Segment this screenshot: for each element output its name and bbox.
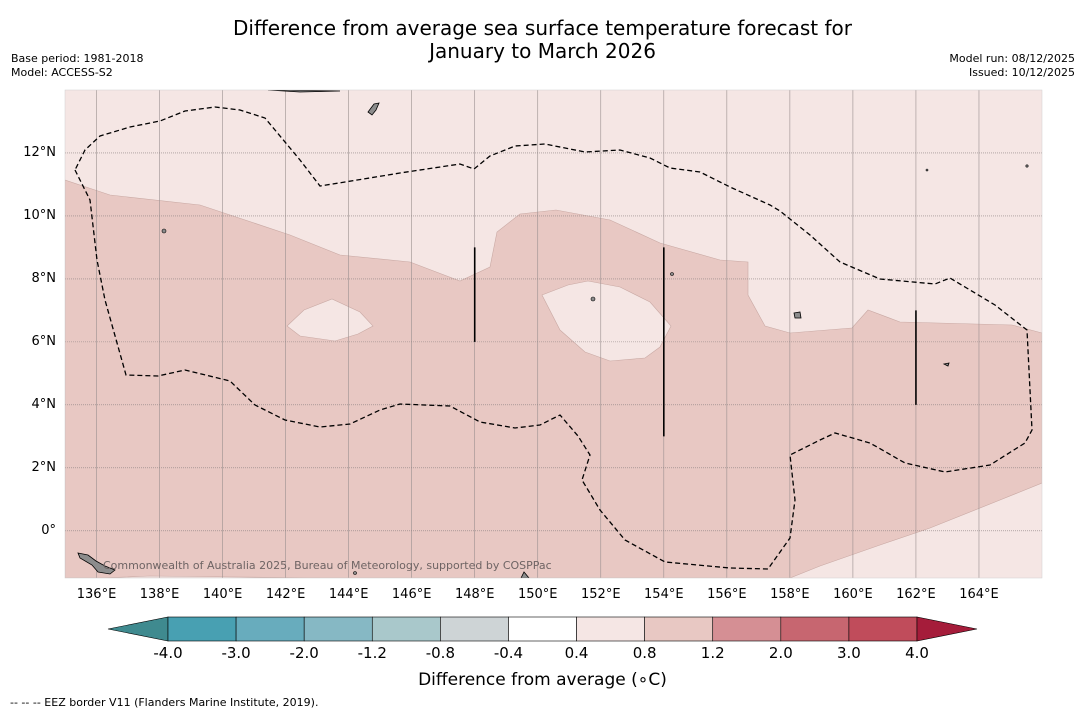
colorbar-max-extension <box>916 616 978 642</box>
island-new-guinea-tip <box>77 552 116 575</box>
island-pohnpei-region <box>793 311 802 319</box>
colorbar-tick-label: 0.8 <box>632 644 657 662</box>
longitude-tick-label: 142°E <box>265 587 306 602</box>
colorbar-tick-label: 0.4 <box>564 644 589 662</box>
map-frame <box>64 89 1043 579</box>
island-yap <box>161 228 167 234</box>
island-small-north <box>267 90 341 93</box>
colorbar-segment <box>371 616 441 642</box>
longitude-tick-label: 162°E <box>896 587 936 602</box>
colorbar-label: Difference from average (∘C) <box>418 670 667 690</box>
island-admiralty <box>520 571 530 578</box>
longitude-tick-label: 146°E <box>391 587 432 602</box>
colorbar-tick-label: 4.0 <box>905 644 929 662</box>
colorbar-tick-label: -4.0 <box>153 644 183 662</box>
sst-cool-patch-center <box>541 280 672 362</box>
island-atoll-3 <box>925 168 929 172</box>
copyright-notice: Commonwealth of Australia 2025, Bureau o… <box>103 559 552 572</box>
model-label: Model: ACCESS-S2 <box>11 66 113 79</box>
latitude-tick-label: 2°N <box>31 459 57 475</box>
longitude-tick-label: 144°E <box>328 587 369 602</box>
latitude-tick-label: 4°N <box>31 396 57 412</box>
colorbar-tick-label: -0.8 <box>425 644 455 662</box>
longitude-tick-label: 154°E <box>644 587 684 602</box>
latitude-tick-label: 10°N <box>23 207 56 223</box>
island-atoll-4 <box>353 571 357 575</box>
longitude-tick-label: 156°E <box>707 587 747 602</box>
latitude-tick-label: 6°N <box>31 333 57 349</box>
island-chuuk <box>590 296 596 302</box>
longitude-tick-label: 160°E <box>833 587 873 602</box>
longitude-tick-label: 158°E <box>770 587 810 602</box>
latitude-tick-label: 0° <box>41 522 56 538</box>
latitude-tick-label: 8°N <box>31 270 57 286</box>
colorbar-tick-label: -0.4 <box>493 644 524 662</box>
model-run-label: Model run: 08/12/2025 <box>949 52 1075 65</box>
colorbar-segment <box>303 616 373 642</box>
island-kosrae <box>942 362 950 367</box>
colorbar-tick-label: 2.0 <box>768 644 793 662</box>
map-title-line2: January to March 2026 <box>429 39 656 63</box>
colorbar-segment <box>167 616 237 642</box>
sst-cool-patch-southwest <box>99 575 321 578</box>
colorbar-tick-label: 3.0 <box>836 644 861 662</box>
base-period-label: Base period: 1981-2018 <box>11 52 144 65</box>
colorbar-min-extension <box>107 616 169 642</box>
colorbar-tick-label: 1.2 <box>700 644 725 662</box>
colorbar-segment <box>712 616 782 642</box>
issued-label: Issued: 10/12/2025 <box>968 66 1075 79</box>
longitude-tick-label: 140°E <box>202 587 243 602</box>
island-mariana <box>367 102 380 116</box>
colorbar-segment <box>848 616 918 642</box>
colorbar-tick-label: -2.0 <box>289 644 319 662</box>
map-area <box>65 90 1042 578</box>
colorbar-segment <box>644 616 714 642</box>
colorbar-segment <box>508 616 577 642</box>
eez-footnote: -- -- -- EEZ border V11 (Flanders Marine… <box>10 696 319 709</box>
latitude-tick-label: 12°N <box>23 144 56 160</box>
colorbar-segment <box>235 616 305 642</box>
island-atoll-2 <box>1025 164 1029 168</box>
island-atoll-1 <box>670 272 674 276</box>
sst-cool-patch-west <box>286 298 374 342</box>
longitude-tick-label: 152°E <box>581 587 621 602</box>
longitude-tick-label: 150°E <box>517 587 558 602</box>
colorbar-tick-label: -3.0 <box>221 644 251 662</box>
colorbar-tick-label: -1.2 <box>357 644 387 662</box>
longitude-tick-label: 164°E <box>959 587 999 602</box>
longitude-tick-label: 138°E <box>139 587 180 602</box>
colorbar-segment <box>780 616 850 642</box>
sst-warm-anomaly-region <box>65 179 1042 578</box>
map-title-line1: Difference from average sea surface temp… <box>232 16 852 40</box>
longitude-tick-label: 148°E <box>454 587 495 602</box>
colorbar-segment <box>576 616 645 642</box>
colorbar-segment <box>440 616 509 642</box>
contour-dashed-line <box>74 106 1033 570</box>
colorbar <box>107 616 978 642</box>
longitude-tick-label: 136°E <box>76 587 117 602</box>
eez-borders <box>473 247 917 437</box>
